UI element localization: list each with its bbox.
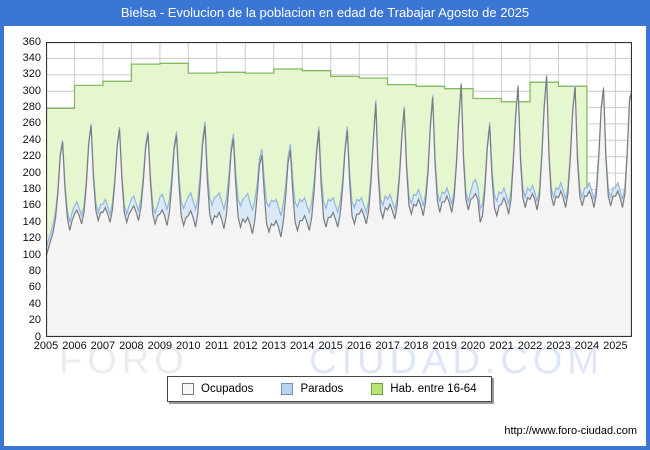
- y-tick-label: 100: [22, 248, 41, 261]
- x-tick-label: 2005: [33, 340, 59, 352]
- x-tick-label: 2023: [546, 340, 571, 352]
- legend-label-hab-16-64: Hab. entre 16-64: [390, 383, 477, 395]
- y-tick-label: 20: [28, 314, 41, 327]
- x-tick-label: 2006: [62, 340, 87, 352]
- x-tick-label: 2019: [432, 340, 457, 352]
- y-tick-label: 140: [22, 215, 41, 228]
- y-tick-label: 180: [22, 183, 41, 195]
- y-tick-label: 40: [28, 297, 41, 310]
- x-tick-label: 2012: [233, 340, 258, 352]
- legend-label-ocupados: Ocupados: [201, 383, 254, 395]
- y-tick-label: 0: [34, 330, 41, 343]
- y-tick-label: 80: [28, 264, 41, 277]
- x-tick-label: 2017: [375, 340, 400, 352]
- y-tick-label: 220: [22, 150, 41, 163]
- chart-title: Bielsa - Evolucion de la poblacion en ed…: [120, 5, 530, 20]
- x-tick-label: 2020: [460, 340, 486, 352]
- legend-item-parados: Parados: [281, 383, 343, 395]
- x-tick-label: 2015: [318, 340, 343, 352]
- x-tick-label: 2011: [204, 340, 229, 352]
- x-tick-label: 2022: [517, 340, 543, 352]
- website-url: http://www.foro-ciudad.com: [504, 425, 637, 437]
- y-tick-label: 200: [22, 166, 41, 179]
- x-tick-label: 2016: [346, 340, 372, 352]
- y-tick-label: 60: [28, 281, 41, 294]
- legend-label-parados: Parados: [300, 383, 344, 395]
- y-tick-label: 240: [22, 133, 41, 146]
- x-tick-label: 2025: [603, 340, 628, 352]
- x-tick-label: 2009: [147, 340, 173, 352]
- y-tick-label: 280: [22, 101, 41, 114]
- y-tick-label: 160: [22, 199, 41, 212]
- hab-16-64-swatch-icon: [371, 383, 384, 395]
- x-tick-label: 2024: [574, 340, 600, 352]
- chart-legend: Ocupados Parados Hab. entre 16-64: [167, 376, 492, 402]
- x-tick-label: 2013: [261, 340, 287, 352]
- y-tick-label: 320: [22, 68, 41, 81]
- chart-canvas: FORO CIUDAD.COM 0 20 40 60 80 100 120 140 160 180…: [4, 26, 646, 446]
- legend-item-hab-16-64: Hab. entre 16-64: [371, 383, 477, 395]
- y-tick-label: 300: [22, 84, 41, 97]
- x-tick-label: 2018: [403, 340, 429, 352]
- x-tick-label: 2007: [90, 340, 116, 352]
- y-tick-label: 340: [22, 51, 41, 64]
- ocupados-swatch-icon: [182, 383, 194, 395]
- x-tick-label: 2021: [489, 340, 514, 352]
- y-tick-label: 260: [22, 117, 41, 130]
- population-area-chart: [46, 42, 632, 337]
- parados-swatch-icon: [281, 383, 294, 395]
- y-tick-label: 120: [22, 232, 41, 245]
- x-tick-label: 2014: [289, 340, 315, 352]
- plot-area: [46, 42, 632, 337]
- x-tick-label: 2008: [119, 340, 144, 352]
- legend-item-ocupados: Ocupados: [182, 383, 253, 395]
- x-tick-label: 2010: [176, 340, 201, 352]
- y-tick-label: 360: [22, 35, 41, 48]
